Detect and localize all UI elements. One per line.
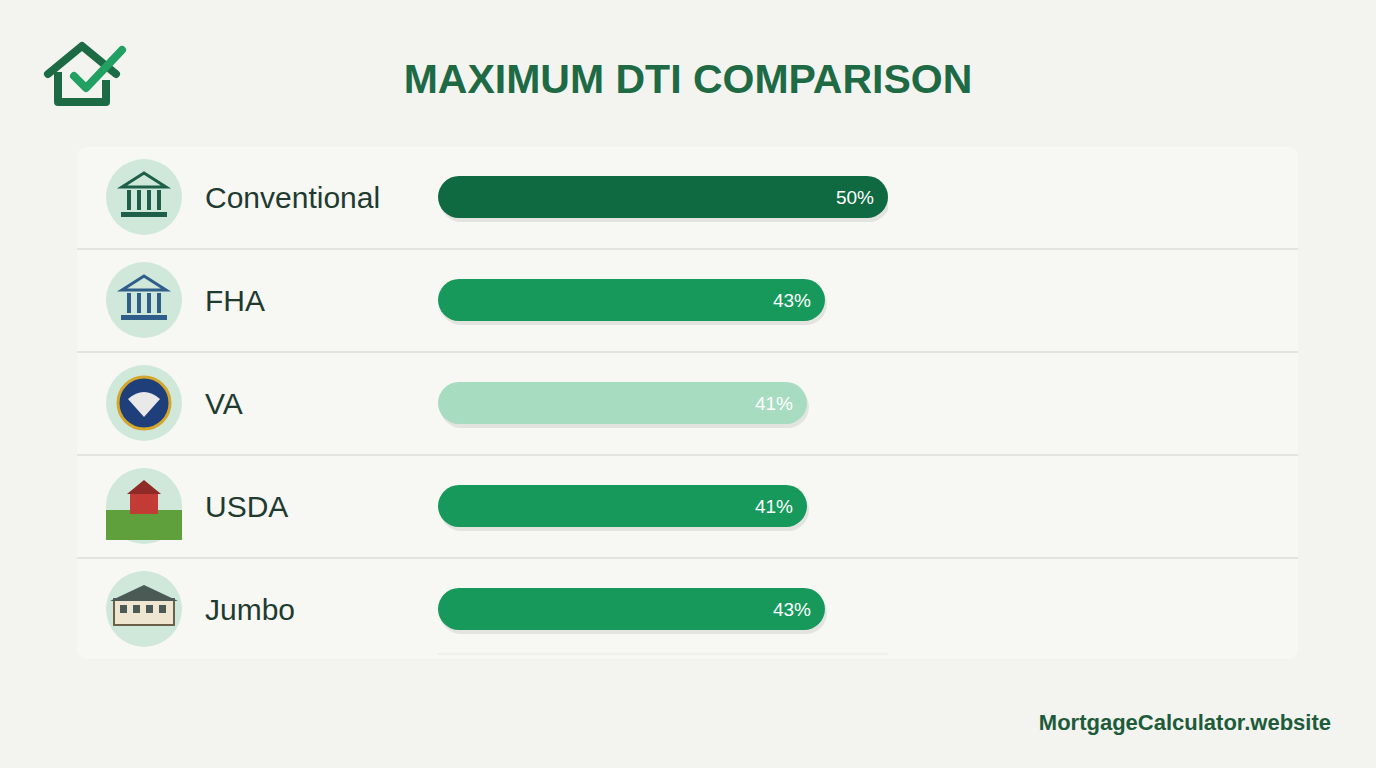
icon-circle — [106, 262, 182, 338]
icon-barn-roof — [127, 480, 161, 494]
category-label: Conventional — [205, 181, 380, 214]
icon-column — [127, 190, 131, 210]
icon-eagle — [128, 392, 160, 417]
category-label: USDA — [205, 490, 288, 523]
row-separator — [77, 351, 1298, 353]
row-separator — [77, 557, 1298, 559]
icon-circle — [106, 571, 182, 647]
background — [0, 0, 1376, 768]
bar — [438, 176, 888, 218]
category-icon — [106, 365, 182, 441]
logo-check — [74, 50, 122, 88]
icon-column — [157, 190, 161, 210]
logo — [48, 46, 122, 102]
row-separator — [77, 454, 1298, 456]
data-label: 43% — [773, 290, 811, 311]
category-icon — [106, 159, 182, 235]
icon-base — [121, 212, 167, 217]
icon-column — [147, 190, 151, 210]
category-icon — [106, 571, 182, 647]
labels: Conventional 50% FHA 43% VA 41% USDA 41% Jumbo 43… — [205, 181, 874, 626]
source: MortgageCalculator.website — [1039, 710, 1331, 735]
category-label: FHA — [205, 284, 265, 317]
chart: MAXIMUM DTI COMPARISON Conventional 50% FHA… — [0, 0, 1376, 768]
card — [77, 147, 1298, 659]
icon-column — [137, 293, 141, 313]
icon-window — [120, 605, 127, 613]
category-label: Jumbo — [205, 593, 295, 626]
icon-window — [146, 605, 153, 613]
icon-circle — [106, 159, 182, 235]
icon-house — [114, 599, 174, 625]
icon-seal — [118, 377, 170, 429]
icon-window — [133, 605, 140, 613]
icon-barn — [130, 492, 158, 514]
icon-field — [106, 510, 182, 540]
icon-house-roof — [110, 585, 178, 601]
bar — [438, 588, 825, 630]
row-separator — [77, 248, 1298, 250]
bar — [438, 279, 825, 321]
bar — [438, 485, 807, 527]
data-label: 41% — [755, 496, 793, 517]
category-icon — [106, 262, 182, 338]
category-icon — [106, 468, 182, 544]
icon-column — [127, 293, 131, 313]
value-axis — [438, 654, 888, 655]
bar — [438, 382, 807, 424]
icon-column — [157, 293, 161, 313]
data-label: 43% — [773, 599, 811, 620]
icon-roof — [122, 276, 166, 290]
icon-roof — [122, 173, 166, 187]
icon-circle — [106, 365, 182, 441]
data-label: 41% — [755, 393, 793, 414]
category-label: VA — [205, 387, 243, 420]
bars — [438, 176, 888, 634]
icon-circle — [106, 468, 182, 544]
data-label: 50% — [836, 187, 874, 208]
icon-column — [147, 293, 151, 313]
icon-column — [137, 190, 141, 210]
title: MAXIMUM DTI COMPARISON — [404, 56, 973, 102]
icon-base — [121, 315, 167, 320]
icon-window — [159, 605, 166, 613]
